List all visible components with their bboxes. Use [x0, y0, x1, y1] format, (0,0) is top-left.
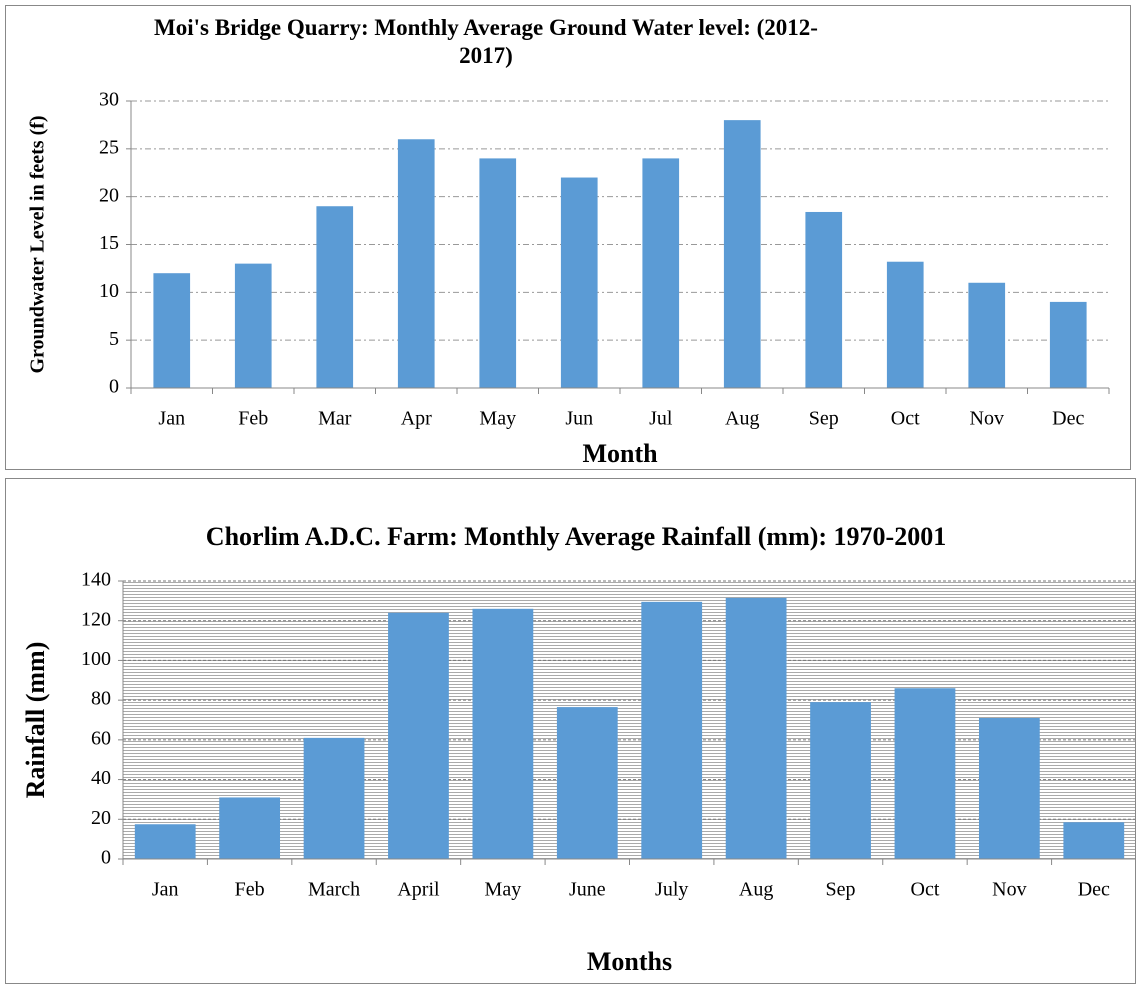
x-tick-label: Jul: [649, 408, 673, 430]
x-tick-label: Aug: [725, 408, 759, 430]
bar: [978, 718, 1040, 859]
x-tick-label: Jun: [565, 408, 593, 430]
bar: [805, 211, 843, 388]
x-axis-label: Months: [587, 947, 672, 976]
x-tick-label: April: [397, 879, 440, 901]
bar: [388, 612, 449, 859]
bar: [560, 177, 598, 388]
bar: [968, 282, 1006, 388]
x-tick-label: Oct: [911, 879, 940, 901]
chart-panel: 0 5 10 15 20 25 30 Jan Feb Mar Apr May Jun Jul Aug Sep O…: [5, 5, 1131, 470]
x-tick-label: May: [479, 408, 516, 430]
y-tick-label: 60: [91, 727, 111, 749]
y-tick-label: 40: [91, 767, 111, 789]
bar: [723, 120, 761, 388]
bar: [642, 158, 680, 388]
y-axis-label: Groundwater Level in feets (f): [27, 115, 49, 373]
bar: [810, 702, 871, 859]
chart: 0 20 40 60 80 100 120 140 Jan Feb March April May Jun…: [21, 569, 1135, 976]
x-tick-label: Jan: [158, 408, 185, 430]
chart: 0 5 10 15 20 25 30 Jan Feb Mar Apr May Jun Jul Aug Sep O…: [27, 89, 1110, 468]
x-tick-label: Dec: [1078, 879, 1110, 901]
x-tick-label: Jan: [152, 879, 179, 901]
x-tick-label: Mar: [318, 408, 352, 430]
bar: [134, 824, 196, 859]
bar: [472, 608, 534, 859]
bar: [1063, 822, 1125, 859]
y-tick-label: 10: [99, 280, 119, 302]
y-tick-label: 120: [81, 608, 111, 630]
x-tick-label: Nov: [992, 879, 1026, 901]
y-tick-label: 30: [99, 89, 119, 111]
bar: [234, 263, 272, 388]
bar: [725, 597, 787, 859]
bar: [479, 158, 517, 388]
x-tick-label: Feb: [238, 408, 268, 430]
y-tick-label: 15: [99, 232, 119, 254]
x-tick-label: June: [569, 879, 606, 901]
bar: [303, 737, 365, 859]
bar: [894, 688, 956, 859]
bar: [219, 797, 281, 859]
bar: [556, 707, 618, 859]
chart-title: Moi's Bridge Quarry: Monthly Average Gro…: [154, 15, 818, 69]
x-tick-label: Sep: [826, 879, 856, 901]
y-tick-label: 5: [109, 328, 119, 350]
x-tick-label: Aug: [739, 879, 773, 901]
bar: [1049, 301, 1087, 388]
x-tick-label: March: [308, 879, 360, 901]
plot-background: [123, 581, 1135, 859]
chart-panel: 0 20 40 60 80 100 120 140 Jan Feb March April May Jun…: [5, 478, 1136, 984]
bar: [316, 206, 354, 388]
x-tick-label: July: [655, 879, 688, 901]
x-tick-label: Oct: [891, 408, 920, 430]
y-tick-label: 25: [99, 136, 119, 158]
x-tick-label: May: [485, 879, 522, 901]
bar: [153, 273, 191, 388]
y-tick-label: 100: [81, 648, 111, 670]
chart-title: Chorlim A.D.C. Farm: Monthly Average Rai…: [205, 522, 947, 551]
bar: [886, 261, 924, 388]
y-tick-label: 80: [91, 688, 111, 710]
y-tick-label: 140: [81, 569, 111, 591]
y-tick-label: 0: [109, 376, 119, 398]
x-tick-label: Feb: [235, 879, 265, 901]
x-axis-label: Month: [582, 439, 658, 468]
bar: [641, 601, 703, 859]
x-tick-label: Sep: [809, 408, 839, 430]
x-tick-label: Dec: [1052, 408, 1084, 430]
y-tick-label: 20: [91, 807, 111, 829]
y-tick-label: 0: [101, 847, 111, 869]
x-tick-label: Apr: [401, 408, 432, 430]
y-axis-label: Rainfall (mm): [21, 642, 50, 799]
x-tick-label: Nov: [970, 408, 1004, 430]
bar: [397, 139, 435, 388]
y-tick-label: 20: [99, 184, 119, 206]
